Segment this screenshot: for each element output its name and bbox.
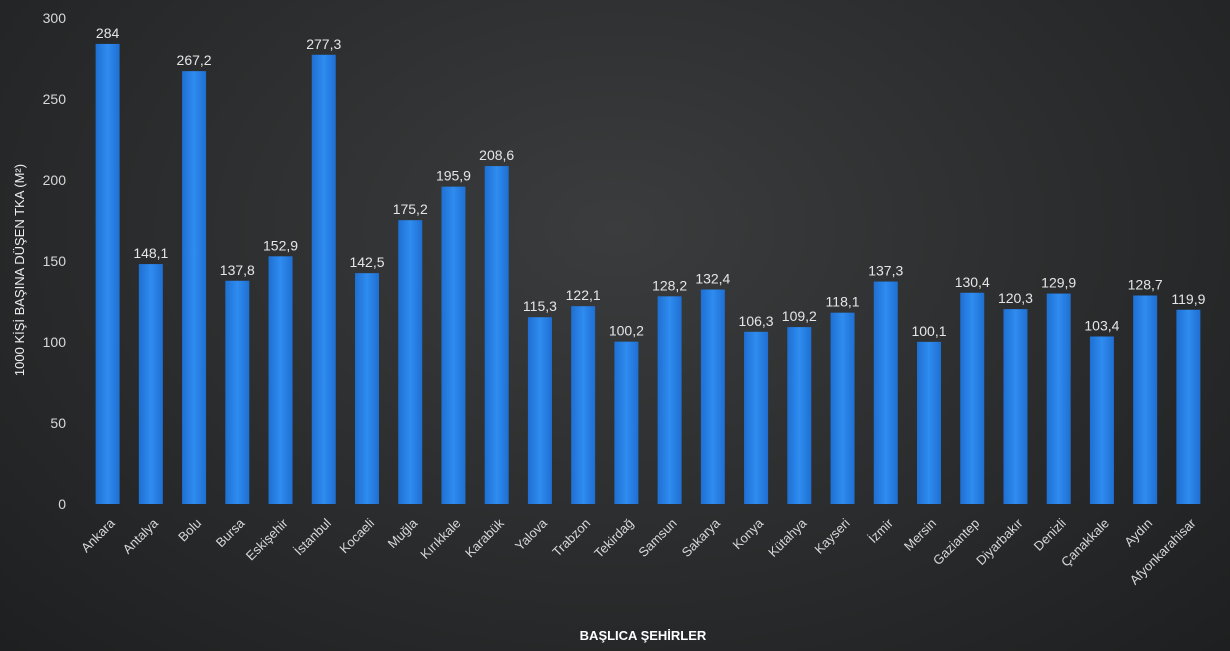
bar <box>441 187 465 504</box>
bar-value-label: 128,2 <box>652 277 687 293</box>
bar-value-label: 277,3 <box>306 36 341 52</box>
bar-value-label: 284 <box>96 25 120 41</box>
bar <box>701 290 725 504</box>
bar <box>960 293 984 504</box>
bar <box>225 281 249 504</box>
x-tick-label: Mersin <box>901 516 939 554</box>
x-tick-label: Kayseri <box>811 515 852 556</box>
bar <box>1003 309 1027 504</box>
bar <box>658 296 682 504</box>
y-axis-ticks: 0 50 100 150 200 250 300 <box>43 10 67 512</box>
bar-value-label: 100,2 <box>609 323 644 339</box>
y-tick-label: 300 <box>43 10 67 26</box>
x-tick-label: Aydın <box>1121 516 1155 550</box>
bar-value-label: 152,9 <box>263 237 298 253</box>
x-tick-label: Eskişehir <box>243 515 291 563</box>
x-tick-label: Kocaeli <box>336 515 377 556</box>
x-tick-label: Trabzon <box>549 516 593 560</box>
x-tick-label: Denizli <box>1031 515 1069 553</box>
bar-value-label: 122,1 <box>566 287 601 303</box>
bar <box>355 273 379 504</box>
x-tick-label: Sakarya <box>679 515 724 560</box>
x-tick-label: Karabük <box>462 515 507 560</box>
bar-value-label: 195,9 <box>436 168 471 184</box>
x-tick-label: Bursa <box>213 515 248 550</box>
bar-value-label: 175,2 <box>393 201 428 217</box>
x-tick-label: Konya <box>730 515 767 552</box>
bar-value-label: 103,4 <box>1084 317 1119 333</box>
data-labels: 284 148,1 267,2 137,8 152,9 277,3 142,5 175,2 19… <box>96 25 1206 339</box>
bar <box>744 332 768 504</box>
bar <box>1047 294 1071 504</box>
bar-value-label: 208,6 <box>479 147 514 163</box>
bar-value-label: 106,3 <box>739 313 774 329</box>
y-tick-label: 250 <box>43 91 67 107</box>
bar <box>485 166 509 504</box>
x-tick-label: İstanbul <box>291 515 334 558</box>
bar-value-label: 119,9 <box>1171 291 1205 307</box>
y-tick-label: 0 <box>58 496 66 512</box>
x-tick-label: Muğla <box>385 515 421 551</box>
x-tick-label: Kütahya <box>765 515 810 560</box>
x-tick-label: Bolu <box>175 516 204 545</box>
bar-value-label: 137,3 <box>868 263 903 279</box>
bar <box>1090 336 1114 504</box>
bar-value-label: 120,3 <box>998 290 1033 306</box>
bar-value-label: 267,2 <box>177 52 212 68</box>
bar <box>312 55 336 504</box>
bar-value-label: 100,1 <box>911 323 946 339</box>
y-tick-label: 150 <box>43 253 67 269</box>
bar-value-label: 115,3 <box>523 298 557 314</box>
bar-value-label: 109,2 <box>782 308 817 324</box>
x-tick-label: İzmir <box>865 515 896 546</box>
x-tick-label: Diyarbakır <box>973 515 1026 568</box>
y-tick-label: 100 <box>43 334 67 350</box>
bar-value-label: 129,9 <box>1041 275 1076 291</box>
bar <box>917 342 941 504</box>
bar-value-label: 118,1 <box>826 294 860 310</box>
bar <box>787 327 811 504</box>
bar <box>1176 310 1200 504</box>
bar <box>398 220 422 504</box>
bar-value-label: 128,7 <box>1128 277 1163 293</box>
bar <box>96 44 120 504</box>
x-tick-label: Samsun <box>635 516 679 560</box>
x-tick-label: Yalova <box>512 515 551 554</box>
bar <box>614 342 638 504</box>
bar <box>528 317 552 504</box>
x-axis-title: BAŞLICA ŞEHİRLER <box>580 628 707 643</box>
bar-value-label: 148,1 <box>133 245 168 261</box>
bar <box>182 71 206 504</box>
x-tick-label: Kırıkkale <box>417 516 463 562</box>
bar-value-label: 142,5 <box>349 254 384 270</box>
bar <box>571 306 595 504</box>
bars <box>96 44 1201 504</box>
bar-value-label: 137,8 <box>220 262 255 278</box>
bar-value-label: 130,4 <box>955 274 990 290</box>
bar <box>1133 296 1157 504</box>
bar-value-label: 132,4 <box>695 271 730 287</box>
y-axis-title: 1000 KİŞİ BAŞINA DÜŞEN TKA (M²) <box>12 164 27 376</box>
y-tick-label: 50 <box>50 415 66 431</box>
bar <box>831 313 855 504</box>
x-tick-label: Ankara <box>78 515 118 555</box>
x-tick-label: Antalya <box>120 515 162 557</box>
bar <box>874 282 898 504</box>
x-tick-label: Tekirdağ <box>591 516 636 561</box>
bar <box>139 264 163 504</box>
bar <box>269 256 293 504</box>
y-tick-label: 200 <box>43 172 67 188</box>
